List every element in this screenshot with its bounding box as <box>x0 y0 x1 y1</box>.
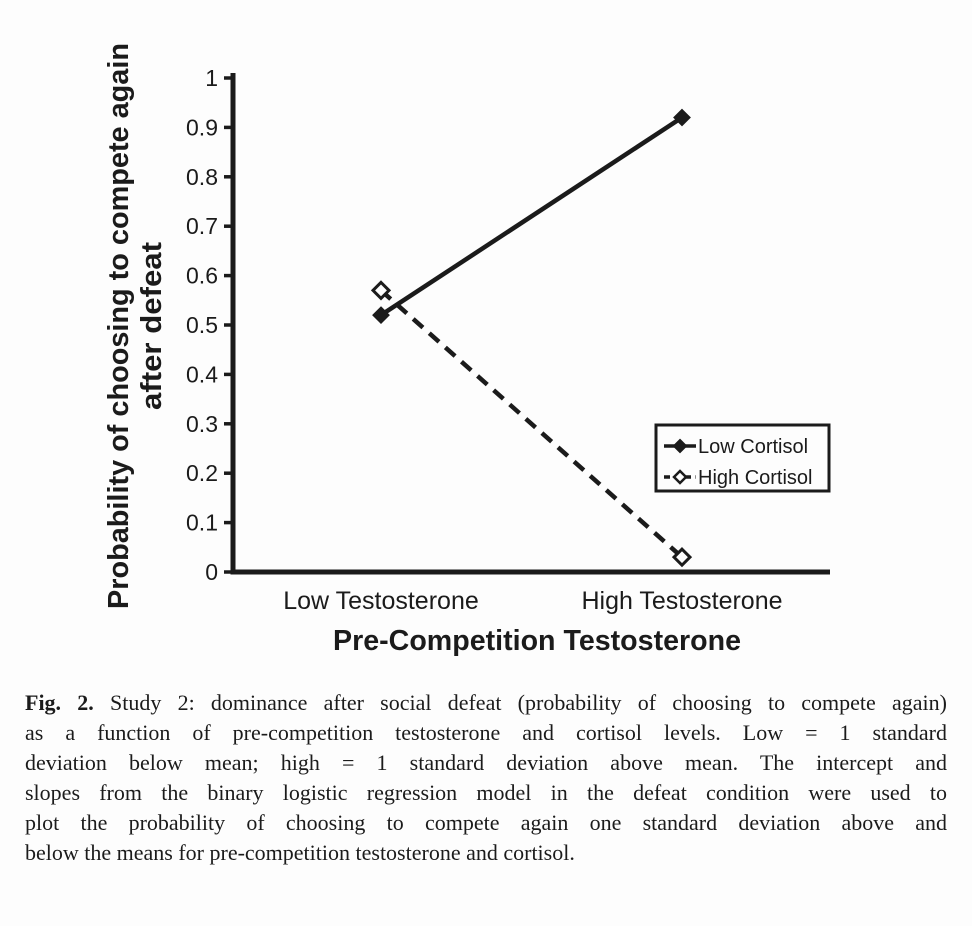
legend-marker-filled-diamond <box>672 438 688 454</box>
marker-filled-diamond <box>673 108 691 127</box>
y-tick-label: 0.1 <box>186 510 218 536</box>
x-tick-label: High Testosterone <box>581 587 782 615</box>
legend-box <box>654 423 831 493</box>
caption-line: plot the probability of choosing to comp… <box>25 810 947 835</box>
y-tick-label: 0.8 <box>186 164 218 190</box>
y-tick-label: 0.6 <box>186 263 218 289</box>
y-tick-label: 0.4 <box>186 361 218 387</box>
y-tick-label: 0 <box>205 559 218 585</box>
caption-line: below the means for pre-competition test… <box>25 840 575 865</box>
marker-filled-diamond <box>372 306 390 325</box>
caption-figure-label: Fig. 2. <box>25 690 94 715</box>
series-line-high-cortisol <box>379 288 684 559</box>
legend-label: High Cortisol <box>698 467 812 489</box>
caption-line: deviation below mean; high = 1 standard … <box>25 750 947 775</box>
caption-line: Fig. 2. Study 2: dominance after social … <box>25 688 947 718</box>
x-tick-label: Low Testosterone <box>283 587 479 615</box>
marker-open-diamond <box>370 280 392 301</box>
y-tick-label: 0.3 <box>186 411 218 437</box>
legend-marker-open-diamond <box>672 469 688 485</box>
figure-caption: Fig. 2. Study 2: dominance after social … <box>25 688 947 868</box>
caption-line: slopes from the binary logistic regressi… <box>25 780 947 805</box>
y-tick-label: 0.5 <box>186 312 218 338</box>
caption-line: as a function of pre-competition testost… <box>25 720 947 745</box>
series-line-low-cortisol <box>379 115 684 318</box>
y-tick-label: 1 <box>205 65 218 91</box>
y-tick-label: 0.2 <box>186 460 218 486</box>
y-axis-title-line1: Probability of choosing to compete again <box>103 43 135 609</box>
legend-label: Low Cortisol <box>698 436 808 458</box>
x-axis-title: Pre-Competition Testosterone <box>333 625 741 657</box>
caption-text: Study 2: dominance after social defeat (… <box>110 690 947 715</box>
line-chart: 0 0.1 0.2 0.3 0.4 0.5 0.6 0.7 0.8 0.9 1 Low Testost… <box>103 43 831 657</box>
y-axis-title-line2: after defeat <box>136 242 168 410</box>
chart-canvas: 0 0.1 0.2 0.3 0.4 0.5 0.6 0.7 0.8 0.9 1 Low Testost… <box>103 43 831 657</box>
marker-open-diamond <box>671 547 693 568</box>
y-tick-label: 0.9 <box>186 114 218 140</box>
y-tick-label: 0.7 <box>186 213 218 239</box>
